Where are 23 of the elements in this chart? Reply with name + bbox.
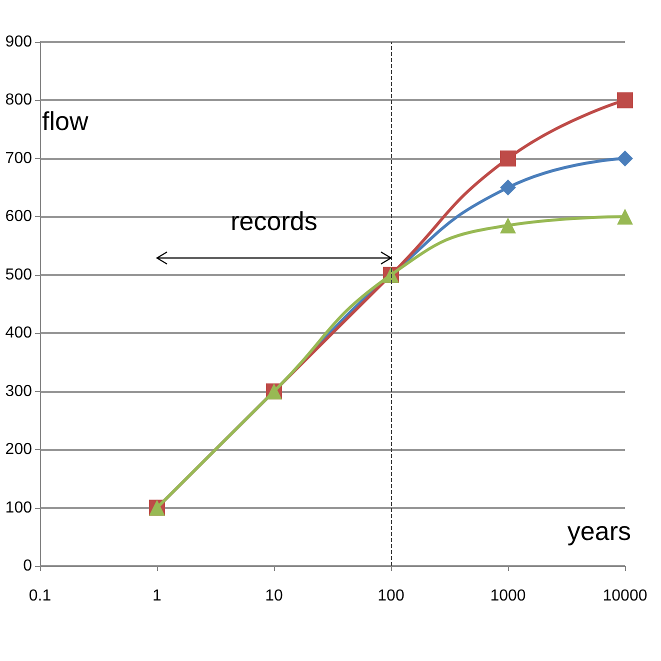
x-tick-label: 0.1 bbox=[28, 588, 52, 604]
x-tick-label: 10000 bbox=[602, 588, 648, 604]
y-tick-label: 700 bbox=[5, 150, 32, 167]
y-tick-label: 200 bbox=[5, 441, 32, 458]
point bbox=[617, 92, 633, 108]
annotation: records bbox=[230, 206, 318, 236]
y-tick-label: 800 bbox=[5, 92, 32, 109]
y-tick-label: 100 bbox=[5, 499, 32, 516]
x-tick-label: 1000 bbox=[490, 588, 526, 604]
y-tick-label: 900 bbox=[5, 34, 32, 50]
y-tick-label: 500 bbox=[5, 266, 32, 284]
point bbox=[617, 150, 633, 166]
y-tick-label: 0 bbox=[23, 558, 32, 574]
x-axis-title: years bbox=[567, 516, 631, 546]
y-axis-title: flow bbox=[42, 106, 88, 136]
y-tick-label: 300 bbox=[5, 382, 32, 400]
point bbox=[500, 150, 516, 166]
y-tick-label: 400 bbox=[5, 324, 32, 342]
point bbox=[500, 180, 516, 196]
x-tick-label: 1 bbox=[152, 588, 162, 604]
x-tick-label: 10 bbox=[265, 588, 283, 604]
x-tick-label: 100 bbox=[378, 588, 404, 604]
y-tick-label: 600 bbox=[5, 208, 32, 226]
